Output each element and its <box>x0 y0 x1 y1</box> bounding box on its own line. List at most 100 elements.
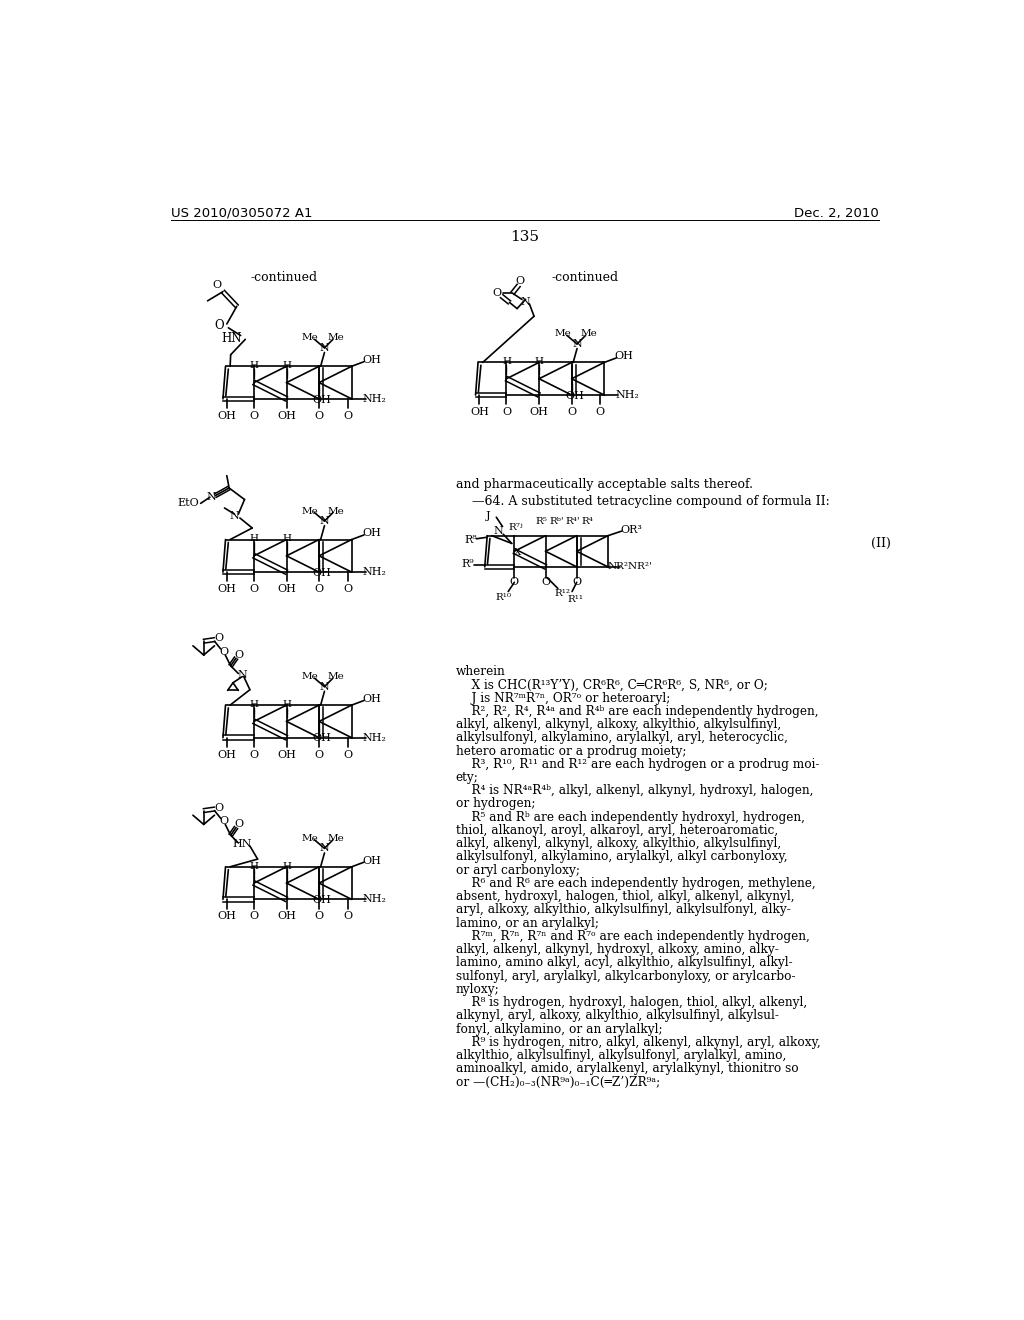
Text: NH₂: NH₂ <box>362 895 387 904</box>
Text: OR³: OR³ <box>621 524 642 535</box>
Text: O: O <box>314 411 324 421</box>
Text: N: N <box>207 492 216 502</box>
Text: O: O <box>541 577 550 587</box>
Text: X is CHC(R¹³Y’Y), CR⁶R⁶, C═CR⁶R⁶, S, NR⁶, or O;: X is CHC(R¹³Y’Y), CR⁶R⁶, C═CR⁶R⁶, S, NR⁶… <box>456 678 767 692</box>
Text: N: N <box>238 671 247 680</box>
Text: thiol, alkanoyl, aroyl, alkaroyl, aryl, heteroaromatic,: thiol, alkanoyl, aroyl, alkaroyl, aryl, … <box>456 824 778 837</box>
Text: fonyl, alkylamino, or an arylalkyl;: fonyl, alkylamino, or an arylalkyl; <box>456 1023 663 1036</box>
Text: NR²NR²': NR²NR²' <box>607 562 652 572</box>
Text: Rᵇ': Rᵇ' <box>549 517 563 527</box>
Text: Dec. 2, 2010: Dec. 2, 2010 <box>795 207 879 220</box>
Text: OH: OH <box>278 911 296 921</box>
Text: Me: Me <box>328 672 344 681</box>
Text: NH₂: NH₂ <box>362 568 387 577</box>
Text: absent, hydroxyl, halogen, thiol, alkyl, alkenyl, alkynyl,: absent, hydroxyl, halogen, thiol, alkyl,… <box>456 890 795 903</box>
Text: O: O <box>572 577 582 587</box>
Text: (II): (II) <box>871 537 891 550</box>
Text: OH: OH <box>362 694 381 704</box>
Text: OH: OH <box>470 407 488 417</box>
Text: O: O <box>219 816 228 826</box>
Text: OH: OH <box>278 583 296 594</box>
Text: O: O <box>596 407 605 417</box>
Text: O: O <box>215 803 223 813</box>
Text: Me: Me <box>301 507 318 516</box>
Text: lamino, or an arylalkyl;: lamino, or an arylalkyl; <box>456 916 598 929</box>
Text: OH: OH <box>312 895 332 906</box>
Text: OH: OH <box>312 395 332 404</box>
Text: OH: OH <box>614 351 634 362</box>
Text: J is NR⁷ᵐR⁷ⁿ, OR⁷ᵒ or heteroaryl;: J is NR⁷ᵐR⁷ⁿ, OR⁷ᵒ or heteroaryl; <box>456 692 670 705</box>
Text: O: O <box>314 750 324 759</box>
Text: -continued: -continued <box>251 271 318 284</box>
Text: or —(CH₂)₀₋₃(NR⁹ᵃ)₀₋₁C(═Z’)ZR⁹ᵃ;: or —(CH₂)₀₋₃(NR⁹ᵃ)₀₋₁C(═Z’)ZR⁹ᵃ; <box>456 1076 659 1089</box>
Text: OH: OH <box>217 583 237 594</box>
Text: O: O <box>212 280 221 290</box>
Text: H: H <box>535 358 544 367</box>
Text: O: O <box>314 911 324 921</box>
Text: Me: Me <box>554 330 570 338</box>
Text: Me: Me <box>301 834 318 842</box>
Text: N: N <box>229 511 240 520</box>
Text: HN: HN <box>221 333 242 345</box>
Text: H: H <box>282 362 291 370</box>
Text: R⁸ is hydrogen, hydroxyl, halogen, thiol, alkyl, alkenyl,: R⁸ is hydrogen, hydroxyl, halogen, thiol… <box>456 997 807 1010</box>
Text: Me: Me <box>581 330 597 338</box>
Text: N: N <box>520 297 530 306</box>
Text: —64. A substituted tetracycline compound of formula II:: —64. A substituted tetracycline compound… <box>456 495 829 508</box>
Text: alkylsulfonyl, alkylamino, arylalkyl, alkyl carbonyloxy,: alkylsulfonyl, alkylamino, arylalkyl, al… <box>456 850 787 863</box>
Text: O: O <box>516 276 524 286</box>
Text: N: N <box>319 843 330 853</box>
Text: EtO: EtO <box>177 499 200 508</box>
Text: NH₂: NH₂ <box>362 733 387 743</box>
Text: OH: OH <box>217 911 237 921</box>
Text: O: O <box>343 750 352 759</box>
Text: R⁹: R⁹ <box>462 558 474 569</box>
Text: OH: OH <box>362 355 381 366</box>
Text: O: O <box>219 647 228 657</box>
Text: R¹²: R¹² <box>554 589 570 598</box>
Text: R⁵: R⁵ <box>536 517 548 527</box>
Text: R⁴: R⁴ <box>582 517 594 527</box>
Text: aminoalkyl, amido, arylalkenyl, arylalkynyl, thionitro so: aminoalkyl, amido, arylalkenyl, arylalky… <box>456 1063 798 1076</box>
Text: O: O <box>250 911 258 921</box>
Text: J: J <box>486 511 490 520</box>
Text: R⁴': R⁴' <box>565 517 581 527</box>
Text: R⁴ is NR⁴ᵃR⁴ᵇ, alkyl, alkenyl, alkynyl, hydroxyl, halogen,: R⁴ is NR⁴ᵃR⁴ᵇ, alkyl, alkenyl, alkynyl, … <box>456 784 813 797</box>
Text: Me: Me <box>328 334 344 342</box>
Text: alkyl, alkenyl, alkynyl, alkoxy, alkylthio, alkylsulfinyl,: alkyl, alkenyl, alkynyl, alkoxy, alkylth… <box>456 718 780 731</box>
Text: R⁷ᵐ, R⁷ⁿ, R⁷ⁿ and R⁷ᵒ are each independently hydrogen,: R⁷ᵐ, R⁷ⁿ, R⁷ⁿ and R⁷ᵒ are each independe… <box>456 929 809 942</box>
Text: lamino, amino alkyl, acyl, alkylthio, alkylsulfinyl, alkyl-: lamino, amino alkyl, acyl, alkylthio, al… <box>456 957 793 969</box>
Text: O: O <box>343 583 352 594</box>
Text: alkyl, alkenyl, alkynyl, alkoxy, alkylthio, alkylsulfinyl,: alkyl, alkenyl, alkynyl, alkoxy, alkylth… <box>456 837 780 850</box>
Text: OH: OH <box>312 734 332 743</box>
Text: O: O <box>343 911 352 921</box>
Text: H: H <box>282 862 291 871</box>
Text: O: O <box>234 649 244 660</box>
Text: Me: Me <box>301 334 318 342</box>
Text: N: N <box>319 516 330 527</box>
Text: O: O <box>234 820 244 829</box>
Text: O: O <box>250 583 258 594</box>
Text: O: O <box>250 411 258 421</box>
Text: X: X <box>514 548 521 557</box>
Text: aryl, alkoxy, alkylthio, alkylsulfinyl, alkylsulfonyl, alky-: aryl, alkoxy, alkylthio, alkylsulfinyl, … <box>456 903 791 916</box>
Text: H: H <box>250 700 258 709</box>
Text: NH₂: NH₂ <box>615 389 639 400</box>
Text: OH: OH <box>362 528 381 539</box>
Text: Me: Me <box>328 507 344 516</box>
Text: N: N <box>572 339 582 348</box>
Text: H: H <box>250 362 258 370</box>
Text: R⁹ is hydrogen, nitro, alkyl, alkenyl, alkynyl, aryl, alkoxy,: R⁹ is hydrogen, nitro, alkyl, alkenyl, a… <box>456 1036 820 1049</box>
Text: R⁶ and R⁶ are each independently hydrogen, methylene,: R⁶ and R⁶ are each independently hydroge… <box>456 876 815 890</box>
Text: O: O <box>510 577 519 587</box>
Text: R⁷ʲ: R⁷ʲ <box>508 523 523 532</box>
Text: N: N <box>494 527 504 536</box>
Text: OH: OH <box>362 855 381 866</box>
Text: HN: HN <box>232 840 252 850</box>
Text: sulfonyl, aryl, arylalkyl, alkylcarbonyloxy, or arylcarbo-: sulfonyl, aryl, arylalkyl, alkylcarbonyl… <box>456 970 795 982</box>
Text: H: H <box>250 862 258 871</box>
Text: O: O <box>250 750 258 759</box>
Text: H: H <box>502 358 511 367</box>
Text: OH: OH <box>278 750 296 759</box>
Text: hetero aromatic or a prodrug moiety;: hetero aromatic or a prodrug moiety; <box>456 744 686 758</box>
